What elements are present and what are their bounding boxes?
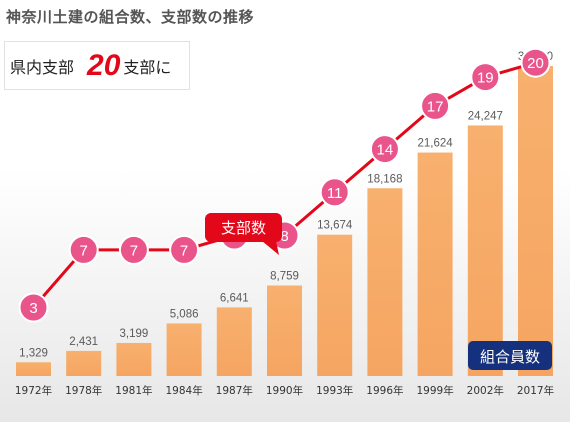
bar-1984年 bbox=[166, 323, 202, 376]
marker-circle bbox=[68, 234, 99, 265]
legend-branch-label: 支部数 bbox=[221, 219, 266, 237]
bar-1990年 bbox=[267, 285, 302, 376]
legend-members-label: 組合員数 bbox=[480, 348, 540, 366]
x-tick-label: 1996年 bbox=[366, 384, 403, 397]
marker-value-label: 20 bbox=[527, 55, 544, 72]
bar-1978年 bbox=[66, 350, 102, 376]
x-tick-label: 1999年 bbox=[416, 384, 453, 397]
bar-value-label: 21,624 bbox=[418, 138, 454, 150]
bar-value-label: 24,247 bbox=[468, 110, 503, 122]
marker-circle bbox=[470, 62, 501, 93]
branch-count-marker: 14 bbox=[369, 134, 400, 165]
x-tick-label: 1984年 bbox=[165, 384, 202, 397]
marker-circle bbox=[118, 234, 149, 265]
marker-value-label: 19 bbox=[477, 70, 494, 87]
branch-count-marker: 7 bbox=[68, 234, 99, 265]
x-tick-label: 1978年 bbox=[65, 384, 102, 397]
marker-circle bbox=[18, 292, 49, 323]
branch-count-marker: 11 bbox=[319, 177, 350, 208]
branch-count-marker: 3 bbox=[18, 292, 49, 323]
summary-count: 20 bbox=[87, 48, 121, 82]
branch-count-marker: 19 bbox=[470, 62, 501, 93]
x-tick-label: 1990年 bbox=[266, 384, 303, 397]
bar-1993年 bbox=[317, 234, 353, 376]
bar-2002年 bbox=[467, 125, 503, 377]
marker-circle bbox=[319, 177, 350, 208]
x-tick-label: 1972年 bbox=[15, 384, 52, 397]
marker-value-label: 17 bbox=[427, 98, 444, 115]
marker-value-label: 8 bbox=[280, 228, 288, 245]
marker-value-label: 3 bbox=[29, 300, 37, 317]
x-tick-labels: 1972年 1978年 1981年 1984年 1987年 1990年 1993年 1996年… bbox=[15, 384, 554, 397]
bar-value-label: 3,199 bbox=[120, 328, 149, 340]
marker-value-label: 11 bbox=[327, 185, 343, 202]
bar-1981年 bbox=[116, 342, 152, 376]
bar-value-label: 13,674 bbox=[317, 220, 353, 232]
branch-count-marker: 7 bbox=[169, 234, 200, 265]
legend-branch-callout: 支部数 bbox=[205, 213, 282, 255]
bar-1999年 bbox=[417, 152, 453, 376]
marker-circle bbox=[420, 90, 451, 121]
legend-members-box: 組合員数 bbox=[468, 341, 552, 370]
marker-value-label: 7 bbox=[180, 242, 188, 259]
branch-count-marker: 17 bbox=[420, 90, 451, 121]
bar-value-label: 6,641 bbox=[220, 292, 249, 304]
chart-title: 神奈川土建の組合数、支部数の推移 bbox=[6, 8, 255, 26]
marker-value-label: 14 bbox=[377, 142, 394, 159]
x-tick-label: 1993年 bbox=[316, 384, 353, 397]
marker-circle bbox=[520, 47, 551, 78]
x-tick-label: 1987年 bbox=[216, 384, 253, 397]
x-tick-label: 2017年 bbox=[517, 384, 554, 397]
bar-1987年 bbox=[216, 307, 252, 376]
summary-suffix: 支部に bbox=[123, 57, 172, 77]
branch-count-marker: 20 bbox=[520, 47, 551, 78]
bar-1972年 bbox=[16, 362, 51, 376]
bar-2017年 bbox=[518, 66, 553, 376]
bar-value-label: 1,329 bbox=[19, 347, 48, 359]
x-tick-label: 2002年 bbox=[467, 384, 504, 397]
bar-value-label: 2,431 bbox=[69, 336, 98, 348]
x-tick-label: 1981年 bbox=[115, 384, 152, 397]
bar-value-label: 18,168 bbox=[367, 173, 402, 185]
bar-value-label: 5,086 bbox=[170, 308, 199, 320]
branch-count-marker: 7 bbox=[118, 234, 149, 265]
marker-circle bbox=[369, 134, 400, 165]
bar-1996年 bbox=[367, 188, 403, 376]
bar-value-label: 8,759 bbox=[270, 270, 299, 282]
summary-prefix: 県内支部 bbox=[10, 57, 75, 77]
marker-circle bbox=[169, 234, 200, 265]
marker-value-label: 7 bbox=[80, 242, 88, 259]
bars bbox=[16, 66, 553, 377]
marker-value-label: 7 bbox=[130, 242, 138, 259]
branch-summary-box: 県内支部 20 支部に bbox=[4, 41, 190, 90]
